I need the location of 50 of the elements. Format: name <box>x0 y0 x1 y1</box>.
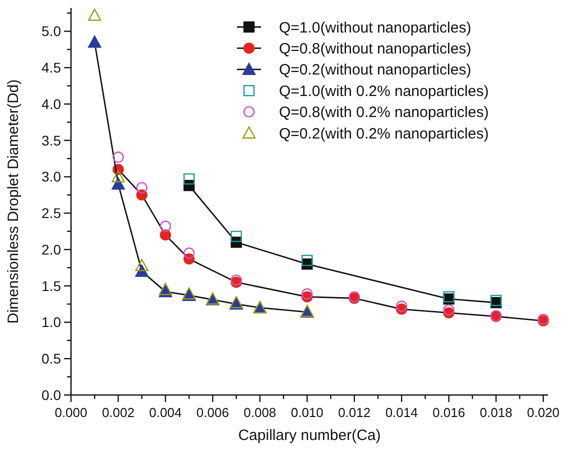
point <box>490 294 502 306</box>
point <box>112 152 124 163</box>
x-tick-label: 0.000 <box>54 405 88 420</box>
point <box>230 230 242 242</box>
x-tick-label: 0.010 <box>290 405 324 420</box>
y-tick-label: 2.5 <box>42 205 62 222</box>
x-tick-label: 0.008 <box>244 405 276 420</box>
y-tick-label: 0.5 <box>42 350 62 367</box>
y-tick-label: 2.0 <box>42 241 62 258</box>
y-tick-label: 0.0 <box>42 386 62 403</box>
x-tick-label: 0.012 <box>338 405 371 420</box>
y-tick-label: 5.0 <box>42 23 62 40</box>
point <box>396 300 408 312</box>
y-tick-label: 3.0 <box>42 168 62 185</box>
legend-label: Q=0.2(with 0.2% nanoparticles) <box>279 125 489 142</box>
point <box>88 36 102 48</box>
x-tick-label: 0.014 <box>385 405 418 420</box>
point <box>160 229 172 241</box>
legend-label: Q=0.2(without nanoparticles) <box>279 62 472 79</box>
x-axis-title: Capillary number(Ca) <box>238 427 381 444</box>
point <box>160 220 172 232</box>
point <box>136 182 148 194</box>
x-tick-label: 0.004 <box>149 405 182 420</box>
point <box>135 258 148 272</box>
x-tick-label: 0.016 <box>432 405 466 420</box>
y-tick-label: 4.0 <box>42 96 62 112</box>
x-tick-label: 0.002 <box>102 405 134 420</box>
point <box>183 173 195 185</box>
legend-label: Q=1.0(without nanoparticles) <box>279 19 472 36</box>
x-tick-label: 0.006 <box>196 405 229 420</box>
point <box>183 248 195 259</box>
point <box>112 170 125 182</box>
point <box>302 254 313 266</box>
point <box>302 288 313 300</box>
point <box>88 8 102 21</box>
point <box>230 274 242 286</box>
legend-label: Q=0.8(without nanoparticles) <box>279 40 472 58</box>
y-tick-label: 1.0 <box>42 314 62 330</box>
y-tick-label: 3.5 <box>42 132 62 148</box>
y-axis-title: Dimensionless Droplet Diameter(Dd) <box>5 79 22 324</box>
point <box>443 291 454 302</box>
point <box>135 264 148 277</box>
x-tick-label: 0.020 <box>527 405 560 420</box>
x-tick-label: 0.018 <box>480 405 512 420</box>
point <box>112 177 125 190</box>
legend-label: Q=1.0(with 0.2% nanoparticles) <box>279 82 489 100</box>
point <box>443 304 454 316</box>
y-tick-label: 4.5 <box>42 60 62 76</box>
y-tick-label: 1.5 <box>42 278 62 294</box>
legend-label: Q=0.8(with 0.2% nanoparticles) <box>279 104 489 122</box>
